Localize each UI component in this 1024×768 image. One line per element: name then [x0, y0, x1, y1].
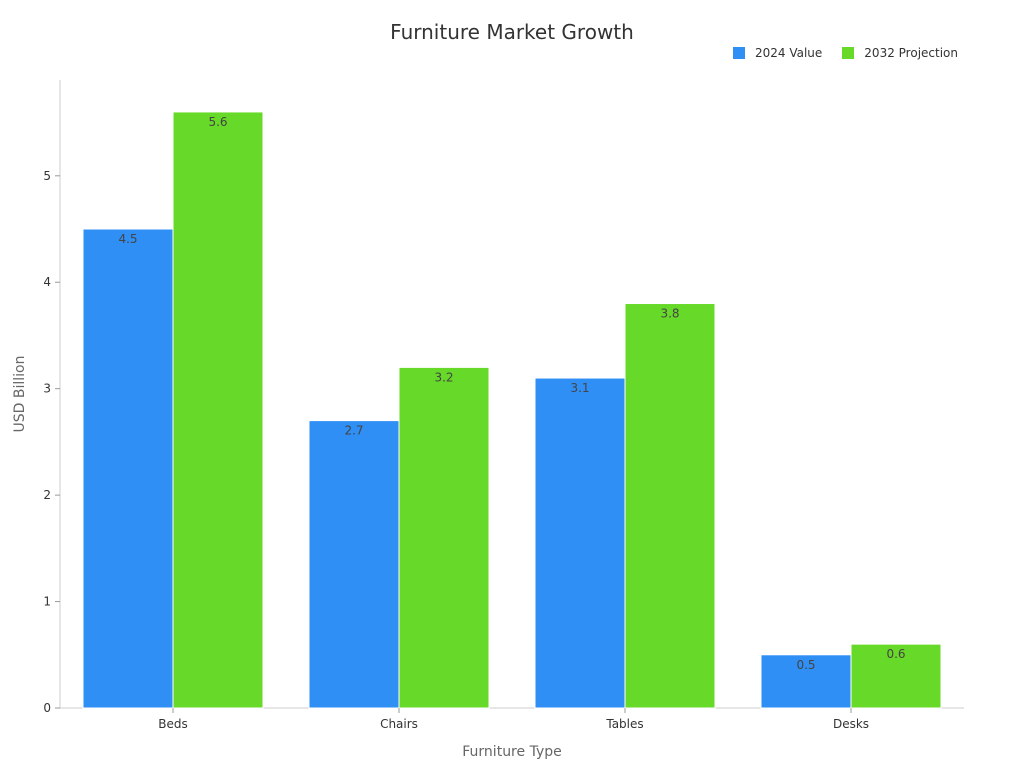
x-tick-label: Tables [605, 717, 643, 731]
legend-item-2024: 2024 Value [732, 46, 823, 60]
bar-chairs-2032 [398, 366, 490, 709]
y-tick-label: 0 [43, 701, 51, 715]
bar-tables-2032 [624, 303, 716, 709]
x-tick-label: Desks [833, 717, 869, 731]
y-tick-label: 1 [43, 595, 51, 609]
data-label: 0.6 [886, 647, 905, 661]
data-label: 5.6 [208, 115, 227, 129]
bar-beds-2032 [172, 111, 264, 709]
bar-desks-2032 [850, 643, 942, 709]
y-ticks: 0 1 2 3 4 5 [43, 169, 60, 715]
y-tick-label: 4 [43, 275, 51, 289]
chart-title: Furniture Market Growth [390, 20, 634, 44]
bar-beds-2024 [82, 228, 174, 709]
legend-label-2032: 2032 Projection [864, 46, 958, 60]
y-tick-label: 3 [43, 382, 51, 396]
legend: 2024 Value 2032 Projection [713, 46, 958, 60]
y-tick-label: 5 [43, 169, 51, 183]
data-label: 3.1 [570, 381, 589, 395]
data-label: 0.5 [796, 658, 815, 672]
data-label: 3.2 [434, 370, 453, 384]
legend-swatch-2024 [732, 47, 745, 59]
data-label: 3.8 [660, 307, 679, 321]
y-tick-label: 2 [43, 488, 51, 502]
x-ticks: Beds Chairs Tables Desks [158, 708, 869, 731]
legend-item-2032: 2032 Projection [842, 46, 958, 60]
data-label: 4.5 [118, 232, 137, 246]
x-tick-label: Beds [158, 717, 187, 731]
legend-swatch-2032 [842, 47, 855, 59]
x-axis-title: Furniture Type [462, 744, 561, 760]
x-tick-label: Chairs [380, 717, 418, 731]
data-label: 2.7 [344, 424, 363, 438]
bar-chairs-2024 [308, 420, 400, 709]
bar-tables-2024 [534, 377, 626, 709]
bars: 4.5 5.6 2.7 3.2 3.1 3.8 0.5 0.6 [82, 111, 942, 709]
bar-desks-2024 [760, 654, 852, 709]
y-axis-title: USD Billion [12, 356, 28, 433]
legend-label-2024: 2024 Value [754, 46, 823, 60]
